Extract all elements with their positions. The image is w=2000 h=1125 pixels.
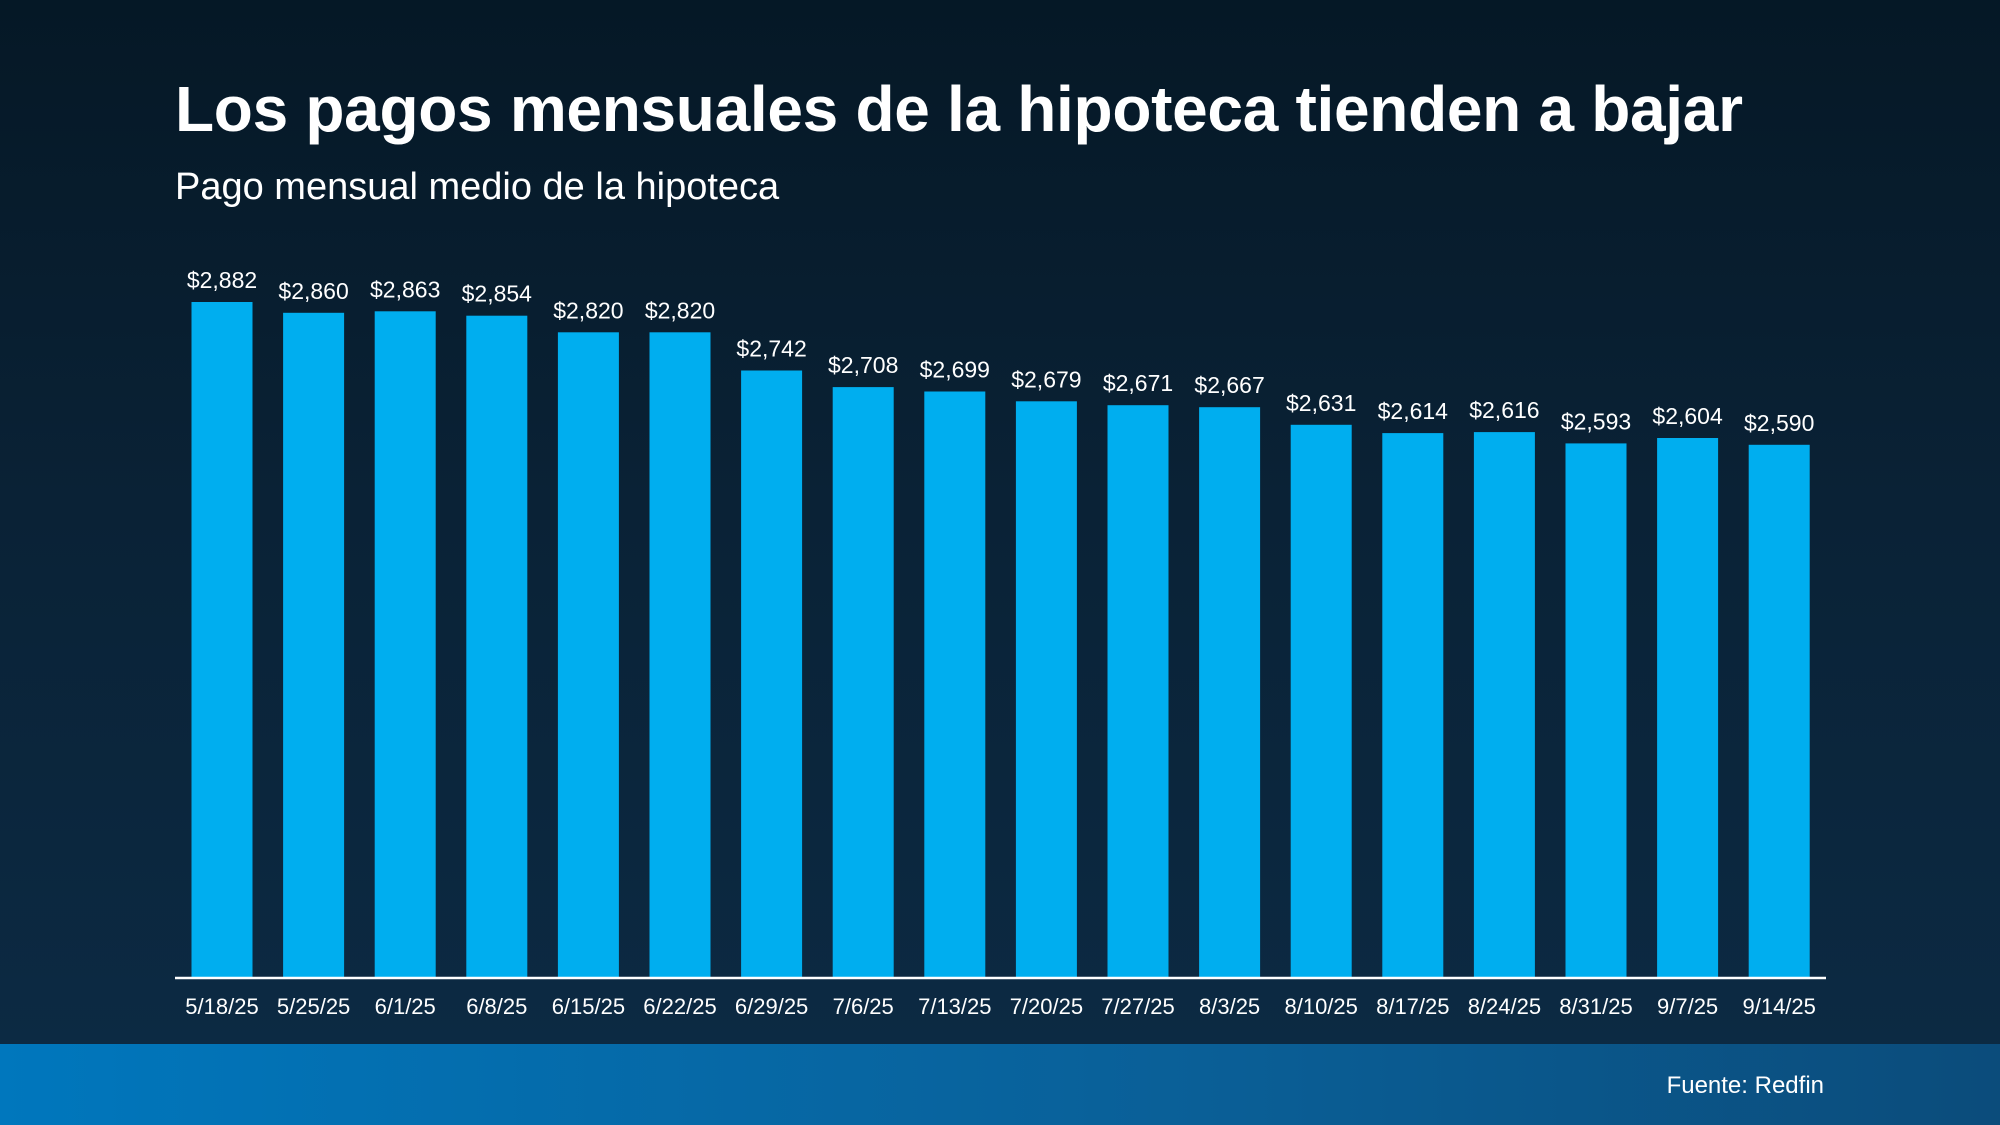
bar-6/22/25 — [649, 332, 711, 978]
x-tick-label: 8/31/25 — [1559, 994, 1632, 1019]
bar-8/17/25 — [1382, 433, 1444, 979]
x-tick-label: 9/7/25 — [1657, 994, 1718, 1019]
value-labels-group: $2,882 $2,860 $2,863 $2,854 $2,820 $2,820 $2,7… — [187, 267, 1815, 436]
bar-value-label: $2,671 — [1103, 370, 1173, 396]
bar-6/29/25 — [741, 370, 803, 978]
x-tick-label: 8/10/25 — [1284, 994, 1357, 1019]
bar-6/8/25 — [466, 315, 528, 978]
x-tick-label: 8/17/25 — [1376, 994, 1449, 1019]
bar-8/3/25 — [1199, 407, 1261, 978]
bar-8/31/25 — [1565, 443, 1627, 978]
bar-value-label: $2,854 — [462, 281, 533, 307]
x-tick-labels-group: 5/18/25 5/25/25 6/1/25 6/8/25 6/15/25 6/22/25… — [185, 994, 1816, 1019]
x-tick-label: 6/15/25 — [552, 994, 625, 1019]
chart-title: Los pagos mensuales de la hipoteca tiend… — [175, 73, 1743, 145]
bar-6/1/25 — [374, 311, 436, 978]
bar-value-label: $2,708 — [828, 352, 898, 378]
bar-value-label: $2,614 — [1378, 398, 1449, 424]
x-tick-label: 7/13/25 — [918, 994, 991, 1019]
bar-5/18/25 — [191, 302, 253, 978]
bar-7/20/25 — [1015, 401, 1077, 978]
source-note: Fuente: Redfin — [1666, 1072, 1824, 1099]
bar-value-label: $2,616 — [1469, 397, 1539, 423]
bar-value-label: $2,590 — [1744, 410, 1814, 436]
x-tick-label: 6/1/25 — [375, 994, 436, 1019]
bar-value-label: $2,863 — [370, 276, 440, 302]
x-tick-label: 6/22/25 — [643, 994, 716, 1019]
x-tick-label: 7/27/25 — [1101, 994, 1174, 1019]
chart-subtitle: Pago mensual medio de la hipoteca — [175, 166, 780, 208]
x-tick-label: 6/8/25 — [466, 994, 527, 1019]
bar-value-label: $2,679 — [1011, 366, 1081, 392]
x-tick-label: 9/14/25 — [1742, 994, 1815, 1019]
bar-8/24/25 — [1473, 432, 1535, 979]
bar-7/13/25 — [924, 391, 986, 978]
bar-7/6/25 — [832, 387, 894, 979]
bar-chart: $2,882 $2,860 $2,863 $2,854 $2,820 $2,820 $2,7… — [185, 267, 1816, 1019]
bar-value-label: $2,667 — [1194, 372, 1264, 398]
x-tick-label: 8/3/25 — [1199, 994, 1260, 1019]
bar-7/27/25 — [1107, 405, 1169, 978]
bar-value-label: $2,604 — [1652, 403, 1723, 429]
bar-value-label: $2,631 — [1286, 390, 1356, 416]
bar-9/14/25 — [1748, 444, 1810, 978]
x-tick-label: 5/18/25 — [185, 994, 258, 1019]
bar-9/7/25 — [1657, 438, 1719, 978]
bar-value-label: $2,699 — [920, 357, 990, 383]
bar-5/25/25 — [283, 312, 345, 978]
bar-value-label: $2,820 — [553, 297, 623, 323]
bar-value-label: $2,882 — [187, 267, 257, 293]
footer-bar: Fuente: Redfin — [0, 1044, 2000, 1125]
x-tick-label: 7/20/25 — [1010, 994, 1083, 1019]
x-tick-label: 8/24/25 — [1468, 994, 1541, 1019]
bar-8/10/25 — [1290, 424, 1352, 978]
x-tick-label: 5/25/25 — [277, 994, 350, 1019]
bar-6/15/25 — [557, 332, 619, 978]
bar-value-label: $2,820 — [645, 297, 715, 323]
bars-group — [191, 302, 1810, 979]
bar-value-label: $2,860 — [278, 278, 348, 304]
x-tick-label: 7/6/25 — [833, 994, 894, 1019]
bar-value-label: $2,742 — [736, 336, 806, 362]
x-tick-label: 6/29/25 — [735, 994, 808, 1019]
bar-value-label: $2,593 — [1561, 408, 1631, 434]
